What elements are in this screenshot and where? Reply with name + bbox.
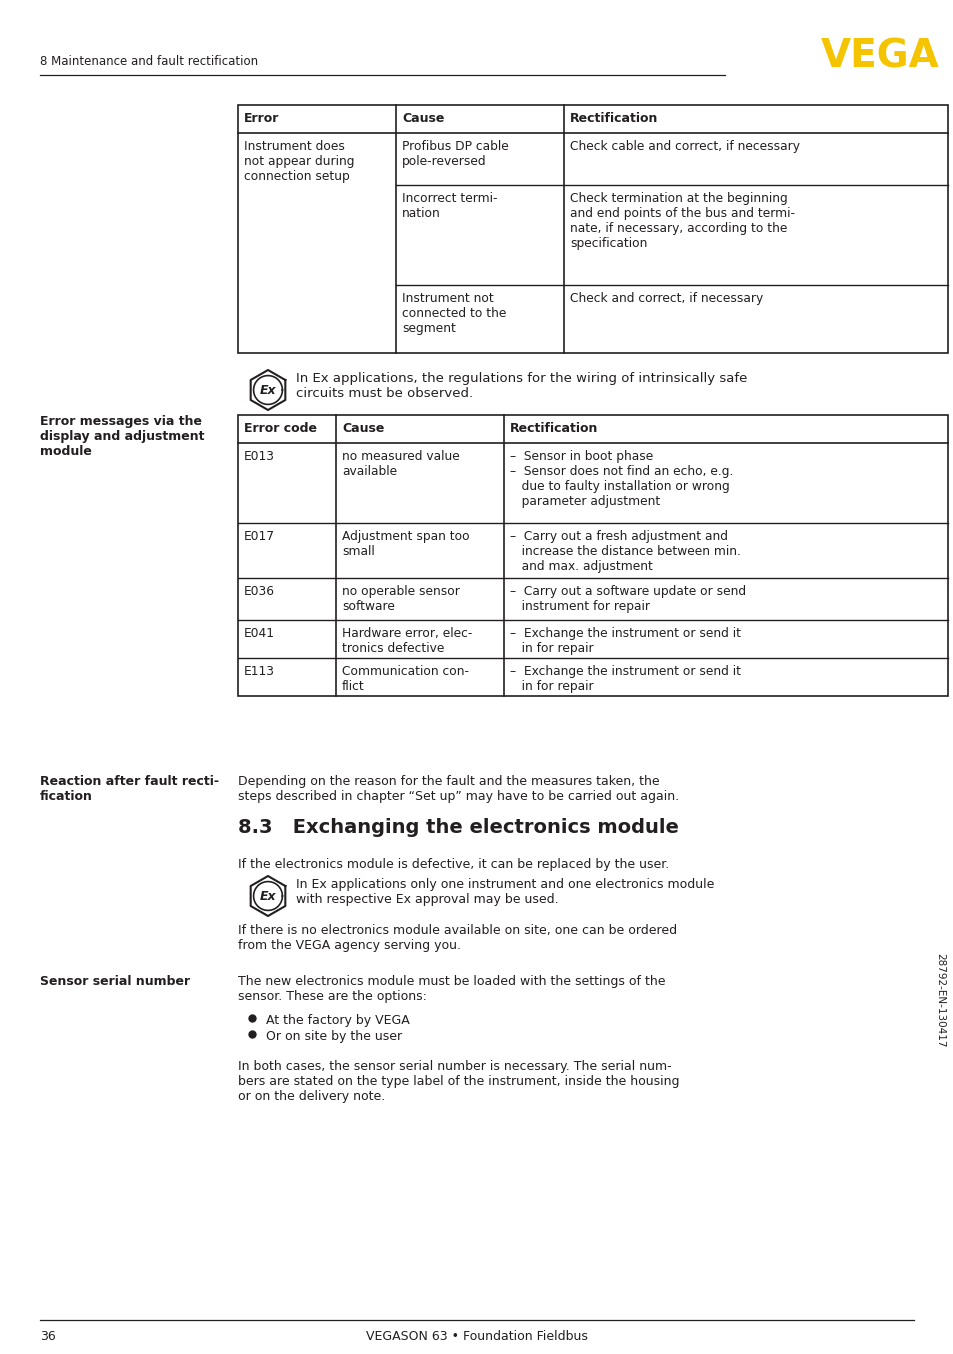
- Text: Cause: Cause: [341, 422, 384, 435]
- Text: Incorrect termi-
nation: Incorrect termi- nation: [401, 192, 497, 219]
- Text: Adjustment span too
small: Adjustment span too small: [341, 529, 469, 558]
- Bar: [237, 414, 947, 696]
- Text: In both cases, the sensor serial number is necessary. The serial num-
bers are s: In both cases, the sensor serial number …: [237, 1060, 679, 1104]
- Text: VEGA: VEGA: [820, 38, 939, 76]
- Text: Cause: Cause: [401, 112, 444, 125]
- Text: 8 Maintenance and fault rectification: 8 Maintenance and fault rectification: [40, 56, 258, 68]
- Text: Error messages via the
display and adjustment
module: Error messages via the display and adjus…: [40, 414, 204, 458]
- Text: –  Carry out a fresh adjustment and
   increase the distance between min.
   and: – Carry out a fresh adjustment and incre…: [510, 529, 740, 573]
- Text: Instrument does
not appear during
connection setup: Instrument does not appear during connec…: [244, 139, 355, 183]
- Text: Profibus DP cable
pole-reversed: Profibus DP cable pole-reversed: [401, 139, 508, 168]
- Text: 28792-EN-130417: 28792-EN-130417: [934, 953, 944, 1047]
- Text: Ex: Ex: [259, 383, 276, 397]
- Text: Check termination at the beginning
and end points of the bus and termi-
nate, if: Check termination at the beginning and e…: [569, 192, 794, 250]
- Text: Ex: Ex: [259, 890, 276, 903]
- Text: Rectification: Rectification: [510, 422, 598, 435]
- Text: E036: E036: [244, 585, 274, 598]
- Text: 8.3   Exchanging the electronics module: 8.3 Exchanging the electronics module: [237, 818, 679, 837]
- Text: Rectification: Rectification: [569, 112, 658, 125]
- Text: Check cable and correct, if necessary: Check cable and correct, if necessary: [569, 139, 800, 153]
- Text: If the electronics module is defective, it can be replaced by the user.: If the electronics module is defective, …: [237, 858, 669, 871]
- Text: In Ex applications, the regulations for the wiring of intrinsically safe
circuit: In Ex applications, the regulations for …: [295, 372, 746, 399]
- Text: Reaction after fault recti-
fication: Reaction after fault recti- fication: [40, 774, 219, 803]
- Text: E013: E013: [244, 450, 274, 463]
- Text: –  Carry out a software update or send
   instrument for repair: – Carry out a software update or send in…: [510, 585, 745, 613]
- Text: Check and correct, if necessary: Check and correct, if necessary: [569, 292, 762, 305]
- Polygon shape: [251, 876, 285, 917]
- Text: no operable sensor
software: no operable sensor software: [341, 585, 459, 613]
- Text: no measured value
available: no measured value available: [341, 450, 459, 478]
- Text: E041: E041: [244, 627, 274, 640]
- Text: Error code: Error code: [244, 422, 316, 435]
- Text: –  Sensor in boot phase
–  Sensor does not find an echo, e.g.
   due to faulty i: – Sensor in boot phase – Sensor does not…: [510, 450, 733, 508]
- Text: In Ex applications only one instrument and one electronics module
with respectiv: In Ex applications only one instrument a…: [295, 877, 714, 906]
- Text: 36: 36: [40, 1330, 55, 1343]
- Text: Error: Error: [244, 112, 279, 125]
- Text: Depending on the reason for the fault and the measures taken, the
steps describe: Depending on the reason for the fault an…: [237, 774, 679, 803]
- Polygon shape: [251, 370, 285, 410]
- Text: If there is no electronics module available on site, one can be ordered
from the: If there is no electronics module availa…: [237, 923, 677, 952]
- Text: VEGASON 63 • Foundation Fieldbus: VEGASON 63 • Foundation Fieldbus: [366, 1330, 587, 1343]
- Text: E017: E017: [244, 529, 274, 543]
- Text: Instrument not
connected to the
segment: Instrument not connected to the segment: [401, 292, 506, 334]
- Text: Hardware error, elec-
tronics defective: Hardware error, elec- tronics defective: [341, 627, 472, 655]
- Text: At the factory by VEGA: At the factory by VEGA: [266, 1014, 410, 1026]
- Text: E113: E113: [244, 665, 274, 678]
- Text: The new electronics module must be loaded with the settings of the
sensor. These: The new electronics module must be loade…: [237, 975, 665, 1003]
- Text: –  Exchange the instrument or send it
   in for repair: – Exchange the instrument or send it in …: [510, 665, 740, 693]
- Text: Communication con-
flict: Communication con- flict: [341, 665, 469, 693]
- Text: Or on site by the user: Or on site by the user: [266, 1030, 402, 1043]
- Text: Sensor serial number: Sensor serial number: [40, 975, 190, 988]
- Text: –  Exchange the instrument or send it
   in for repair: – Exchange the instrument or send it in …: [510, 627, 740, 655]
- Bar: [237, 106, 947, 353]
